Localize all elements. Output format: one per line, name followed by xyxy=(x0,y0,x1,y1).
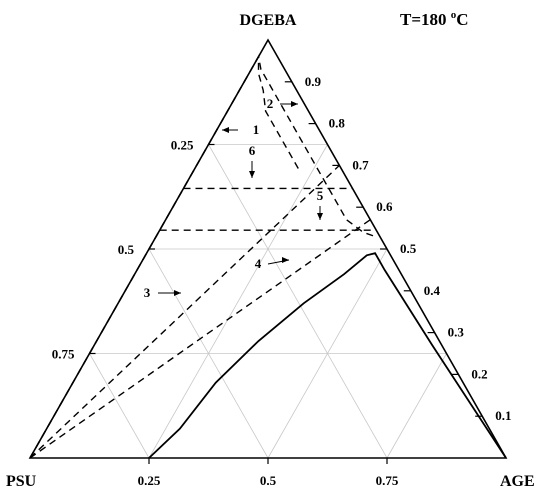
tick-label-right-0: 0.9 xyxy=(305,74,322,89)
grid-line-right-0 xyxy=(148,144,328,459)
curve-arrow-head-3 xyxy=(174,290,181,296)
grid-lines xyxy=(89,144,447,459)
chart-title-unit: C xyxy=(456,10,468,29)
tick-label-right-7: 0.2 xyxy=(471,366,487,381)
chart-title-main: T=180 xyxy=(400,10,451,29)
curve-3 xyxy=(29,164,340,459)
vertex-label-top: DGEBA xyxy=(240,12,297,29)
tick-label-right-8: 0.1 xyxy=(495,408,511,423)
curves xyxy=(29,54,507,459)
tick-label-right-6: 0.3 xyxy=(448,325,465,340)
curve-label-1: 1 xyxy=(253,122,260,137)
curve-label-2: 2 xyxy=(267,96,274,111)
tick-label-right-1: 0.8 xyxy=(329,116,346,131)
curve-arrow-head-5 xyxy=(317,213,323,220)
curve-label-5: 5 xyxy=(317,188,324,203)
curve-annotations: 12 3 4 5 6 xyxy=(144,96,324,300)
tick-label-right-2: 0.7 xyxy=(352,157,369,172)
curve-arrow-head-6 xyxy=(249,171,255,178)
curve-4 xyxy=(29,219,371,459)
chart-title: T=180 oC xyxy=(400,9,469,29)
curve-binodal xyxy=(148,252,507,459)
chart-title-degree: o xyxy=(451,9,457,21)
tick-label-right-3: 0.6 xyxy=(376,199,393,214)
curve-label-3: 3 xyxy=(144,285,151,300)
curve-label-6: 6 xyxy=(249,143,256,158)
tick-label-right-5: 0.4 xyxy=(424,283,441,298)
grid-line-right-1 xyxy=(267,248,388,459)
tick-label-bottom-1: 0.5 xyxy=(260,473,277,488)
curve-label-4: 4 xyxy=(255,256,262,271)
grid-line-right-2 xyxy=(386,353,447,459)
grid-line-left-0 xyxy=(208,144,388,459)
vertex-label-left: PSU xyxy=(6,473,37,490)
grid-line-left-1 xyxy=(148,248,269,459)
curve-2 xyxy=(29,54,376,459)
vertex-label-right: AGE xyxy=(500,473,535,490)
tick-label-left-1: 0.5 xyxy=(118,242,135,257)
grid-line-left-2 xyxy=(89,353,150,459)
tick-label-bottom-2: 0.75 xyxy=(376,473,399,488)
curve-arrow-head-2 xyxy=(291,101,298,107)
tick-label-left-2: 0.75 xyxy=(52,347,75,362)
tick-label-bottom-0: 0.25 xyxy=(138,473,161,488)
tick-label-right-4: 0.5 xyxy=(400,241,417,256)
curve-1 xyxy=(29,54,300,459)
curve-arrow-head-1 xyxy=(222,127,229,133)
tick-labels: 0.25 0.5 0.750.250.50.750.90.80.70.60.50.4… xyxy=(52,74,512,488)
curve-arrow-head-4 xyxy=(282,257,289,263)
tick-label-left-0: 0.25 xyxy=(171,138,194,153)
tick-marks xyxy=(89,81,483,464)
